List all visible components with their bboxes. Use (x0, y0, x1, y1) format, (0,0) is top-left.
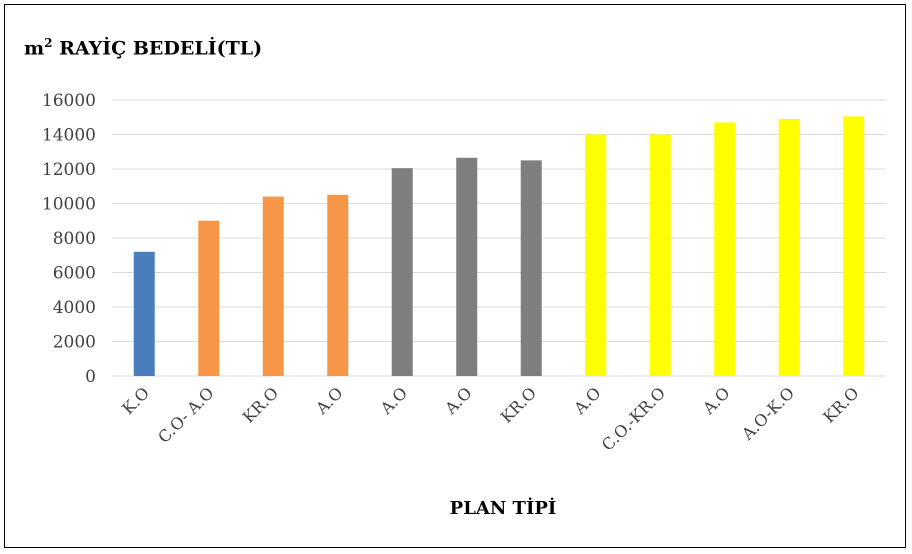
x-tick-label: A.O (311, 383, 346, 418)
x-axis-label: PLAN TİPİ (450, 496, 557, 519)
y-tick-label: 4000 (53, 298, 96, 318)
x-axis-ticks: K.O C.O- A.O KR.O A.O A.O A.O KR.O A.OC.O.-KR.O… (118, 383, 862, 454)
y-tick-label: 0 (85, 367, 96, 387)
title-superscript: 2 (44, 36, 53, 50)
x-tick-label: A.O (376, 383, 411, 418)
x-tick-label: A.O (440, 383, 475, 418)
x-tick-label: C.O- A.O (154, 383, 217, 446)
y-tick-label: 12000 (42, 160, 96, 180)
x-tick-label: C.O.-KR.O (598, 383, 669, 454)
bar (391, 168, 413, 376)
y-axis-ticks: 0 2000 4000 6000 8000 10000 12000 14000 16000 (42, 91, 96, 387)
y-tick-label: 10000 (42, 195, 96, 215)
x-tick-label: A.O-K.O (737, 383, 798, 444)
bar (456, 157, 478, 376)
bar (262, 196, 284, 376)
chart-title: m2 RAYİÇ BEDELİ(TL) (24, 36, 262, 59)
bars (133, 116, 865, 376)
bar (649, 134, 671, 376)
y-tick-label: 2000 (53, 333, 96, 353)
bar (778, 118, 800, 376)
x-tick-label: KR.O (819, 383, 862, 426)
y-tick-label: 14000 (42, 126, 96, 146)
bar (327, 194, 349, 376)
title-rest: RAYİÇ BEDELİ(TL) (52, 37, 263, 60)
x-tick-label: A.O (698, 383, 733, 418)
x-tick-label: K.O (118, 383, 153, 418)
bar (520, 160, 542, 376)
x-tick-label: A.O (569, 383, 604, 418)
y-tick-label: 16000 (42, 91, 96, 111)
bar (585, 134, 607, 376)
bar (133, 251, 155, 376)
bar (198, 220, 220, 376)
x-tick-label: KR.O (497, 383, 540, 426)
bar (714, 122, 736, 376)
gridlines (112, 99, 886, 377)
bar (843, 116, 865, 376)
title-main: m (24, 37, 45, 60)
y-tick-label: 8000 (53, 229, 96, 249)
x-tick-label: KR.O (239, 383, 282, 426)
y-tick-label: 6000 (53, 264, 96, 284)
